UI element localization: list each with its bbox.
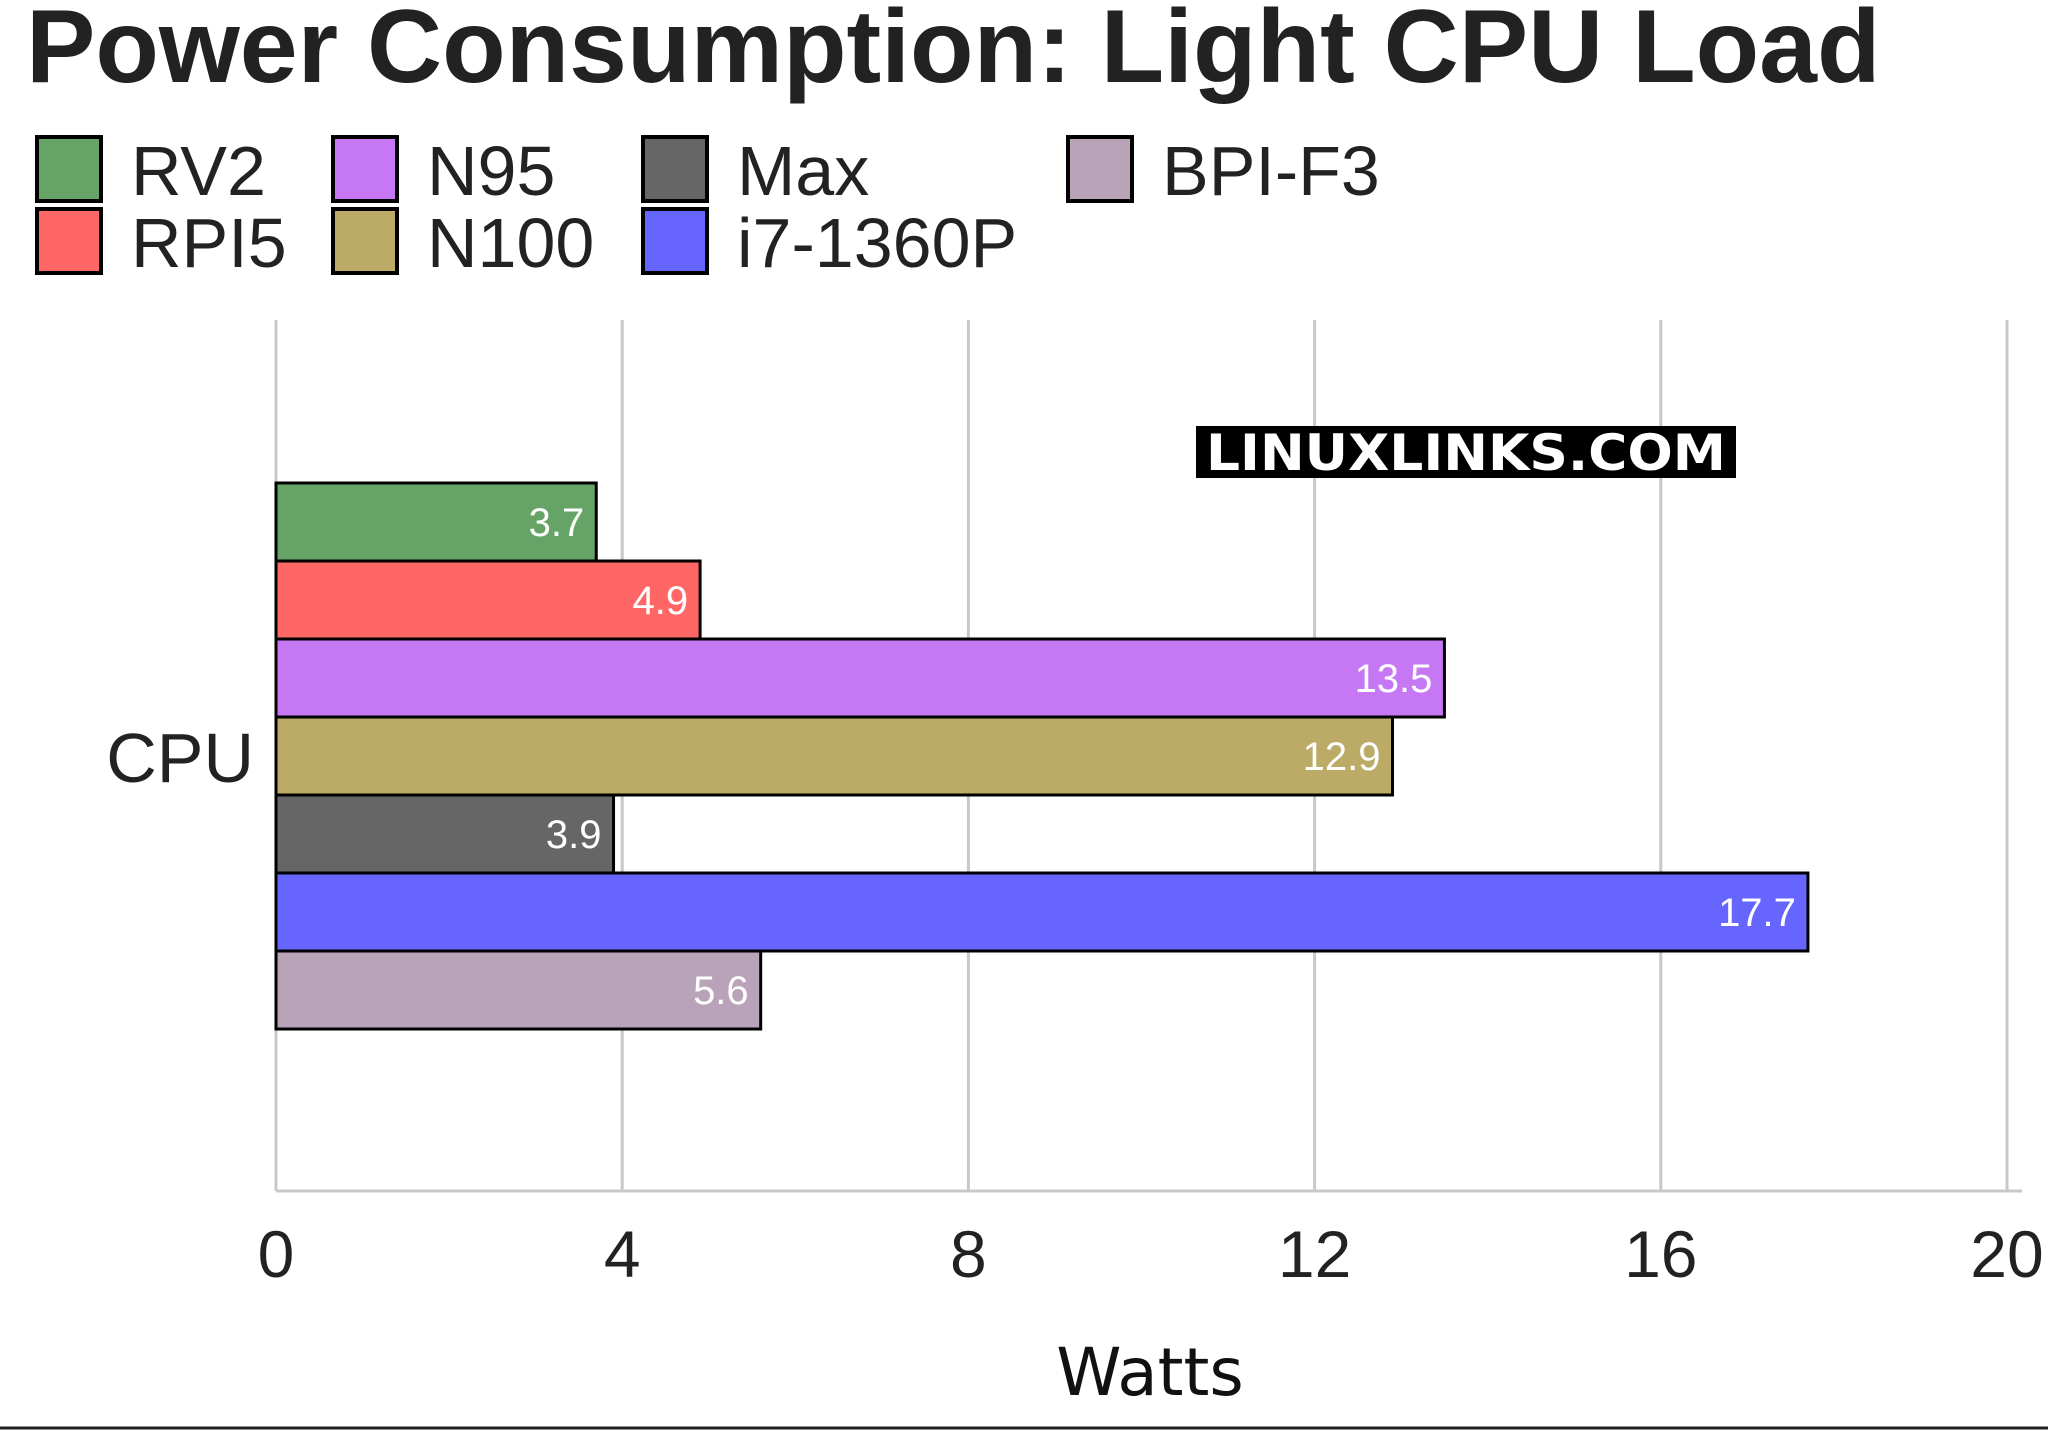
value-label: 13.5 (1355, 657, 1433, 701)
legend-swatch (1066, 135, 1134, 203)
bar-n95 (274, 637, 1446, 719)
value-label: 3.9 (546, 813, 602, 857)
value-label: 17.7 (1718, 891, 1796, 935)
x-tick-label: 0 (258, 1217, 295, 1291)
bar-bpi-f3 (274, 949, 763, 1031)
legend-swatch (35, 207, 103, 275)
legend-label: RV2 (131, 132, 266, 210)
legend-label: i7-1360P (737, 204, 1017, 282)
x-tick-label: 20 (1970, 1217, 2043, 1291)
legend-label: BPI-F3 (1162, 132, 1380, 210)
legend-item-rv2: RV2 (35, 132, 266, 210)
value-label: 5.6 (693, 969, 749, 1013)
legend-label: Max (737, 132, 869, 210)
chart-title: Power Consumption: Light CPU Load (26, 0, 1881, 105)
x-tick-label: 8 (950, 1217, 987, 1291)
legend-label: N100 (427, 204, 594, 282)
legend-swatch (331, 135, 399, 203)
legend-item-n100: N100 (331, 204, 594, 282)
bar-max (274, 793, 616, 875)
bars: 3.7 4.9 13.5 12.9 3.9 17.7 5.6 (274, 481, 1810, 1031)
value-label: 4.9 (632, 579, 688, 623)
bar-n100 (274, 715, 1394, 797)
x-axis-label: Watts (1056, 1334, 1244, 1411)
value-label: 3.7 (529, 501, 585, 545)
watermark: LINUXLINKS.COM (1196, 424, 1736, 482)
x-tick-label: 12 (1278, 1217, 1351, 1291)
value-label: 12.9 (1303, 735, 1381, 779)
legend-swatch (35, 135, 103, 203)
legend-swatch (641, 135, 709, 203)
legend-item-rpi5: RPI5 (35, 204, 287, 282)
legend-swatch (331, 207, 399, 275)
legend-item-i7-1360p: i7-1360P (641, 204, 1017, 282)
x-tick-label: 16 (1624, 1217, 1697, 1291)
bar-rpi5 (274, 559, 702, 641)
x-tick-labels: 0 4 8 12 16 20 (258, 1217, 2044, 1291)
bar-i7-1360p (274, 871, 1810, 953)
legend-item-max: Max (641, 132, 869, 210)
watermark-text: LINUXLINKS.COM (1206, 424, 1726, 482)
legend-swatch (641, 207, 709, 275)
legend-item-bpi-f3: BPI-F3 (1066, 132, 1380, 210)
legend-label: N95 (427, 132, 555, 210)
x-tick-label: 4 (604, 1217, 641, 1291)
legend-label: RPI5 (131, 204, 287, 282)
legend-item-n95: N95 (331, 132, 555, 210)
category-label: CPU (106, 719, 254, 797)
